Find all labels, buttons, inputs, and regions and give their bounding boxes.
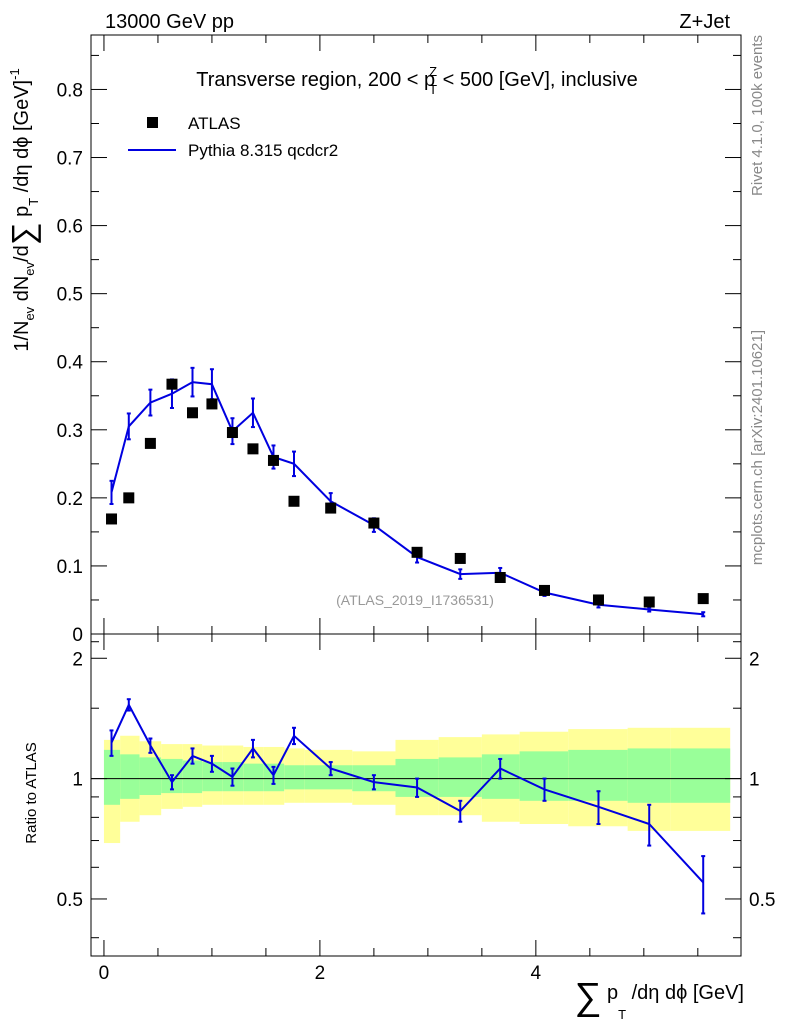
atlas-data-point <box>144 437 156 449</box>
main-y-tick-label: 0 <box>72 625 83 646</box>
ratio-uncertainty-band-inner <box>202 762 223 792</box>
main-y-tick-label: 0.1 <box>57 557 83 578</box>
atlas-data-point <box>454 552 466 564</box>
atlas-data-point <box>186 407 198 419</box>
atlas-data-point <box>226 427 238 439</box>
legend-pythia-label: Pythia 8.315 qcdcr2 <box>188 141 338 160</box>
rivet-version-label: Rivet 4.1.0, 100k events <box>749 35 766 196</box>
ratio-plot-frame <box>90 633 742 957</box>
ratio-uncertainty-band-inner <box>243 763 264 792</box>
legend: ATLAS Pythia 8.315 qcdcr2 <box>128 114 338 160</box>
ratio-uncertainty-band-inner <box>304 765 353 790</box>
atlas-data-point <box>643 596 655 608</box>
atlas-data-point <box>267 454 279 466</box>
ratio-uncertainty-band-inner <box>627 748 671 803</box>
ratio-y-tick-label-right: 1 <box>749 770 760 791</box>
ratio-y-tick-label-left: 0.5 <box>57 890 83 911</box>
x-tick-label: 0 <box>99 963 110 984</box>
source-label: mcplots.cern.ch [arXiv:2401.10621] <box>749 330 766 565</box>
process-label: Z+Jet <box>679 11 730 33</box>
atlas-data-point <box>106 513 118 525</box>
energy-label: 13000 GeV pp <box>105 11 234 33</box>
atlas-data-point <box>206 398 218 410</box>
ratio-y-tick-label-right: 0.5 <box>749 890 775 911</box>
main-y-tick-label: 0.2 <box>57 489 83 510</box>
main-y-tick-label: 0.8 <box>57 80 83 101</box>
main-y-tick-label: 0.6 <box>57 217 83 238</box>
ratio-uncertainty-band-inner <box>182 760 203 794</box>
main-y-tick-label: 0.4 <box>57 353 84 374</box>
ratio-y-tick-label-left: 1 <box>72 770 83 791</box>
ratio-y-axis-label: Ratio to ATLAS <box>23 742 40 843</box>
atlas-data-point <box>592 594 604 606</box>
main-y-axis-label: 1/Nev dNev/d∑ pT /dη dϕ [GeV]-1 <box>5 68 41 351</box>
x-tick-label: 2 <box>315 963 326 984</box>
atlas-data-point <box>123 492 135 504</box>
legend-atlas-marker <box>147 117 158 128</box>
ratio-uncertainty-band-inner <box>139 757 162 795</box>
x-axis-label: ∑ pT /dη dϕ [GeV] <box>574 976 744 1022</box>
atlas-data-point <box>494 572 506 584</box>
main-y-tick-label: 0.7 <box>57 149 83 170</box>
main-y-tick-label: 0.3 <box>57 421 83 442</box>
ratio-plot-panel: 0.5 0.5 1 1 2 2 0 2 4 Ratio to ATLAS ∑ pT /dη dϕ… <box>23 633 775 1022</box>
legend-atlas-label: ATLAS <box>188 114 241 133</box>
x-tick-label: 4 <box>531 963 542 984</box>
atlas-data-point <box>411 546 423 558</box>
ratio-y-tick-label-left: 2 <box>72 649 83 670</box>
analysis-watermark: (ATLAS_2019_I1736531) <box>336 592 494 608</box>
main-plot-title: Transverse region, 200 < pZ T < 500 [GeV]… <box>196 64 637 97</box>
ratio-uncertainty-band-inner <box>103 749 121 805</box>
ratio-y-tick-label-right: 2 <box>749 649 760 670</box>
atlas-data-point <box>325 502 337 514</box>
atlas-data-point <box>247 443 259 455</box>
atlas-data-point <box>697 593 709 605</box>
ratio-uncertainty-band-inner <box>438 757 482 797</box>
main-y-tick-label: 0.5 <box>57 285 83 306</box>
ratio-uncertainty-band-inner <box>284 765 305 790</box>
atlas-data-point <box>538 584 550 596</box>
ratio-uncertainty-band-inner <box>670 748 731 803</box>
ratio-uncertainty-band-inner <box>120 754 140 799</box>
atlas-data-point <box>288 495 300 507</box>
atlas-data-point <box>368 517 380 529</box>
atlas-data-point <box>166 378 178 390</box>
main-plot-panel: 0 0.1 0.2 0.3 0.4 0.5 0.6 0.7 0.8 Transverse reg… <box>5 34 742 646</box>
pythia-line <box>110 381 704 616</box>
